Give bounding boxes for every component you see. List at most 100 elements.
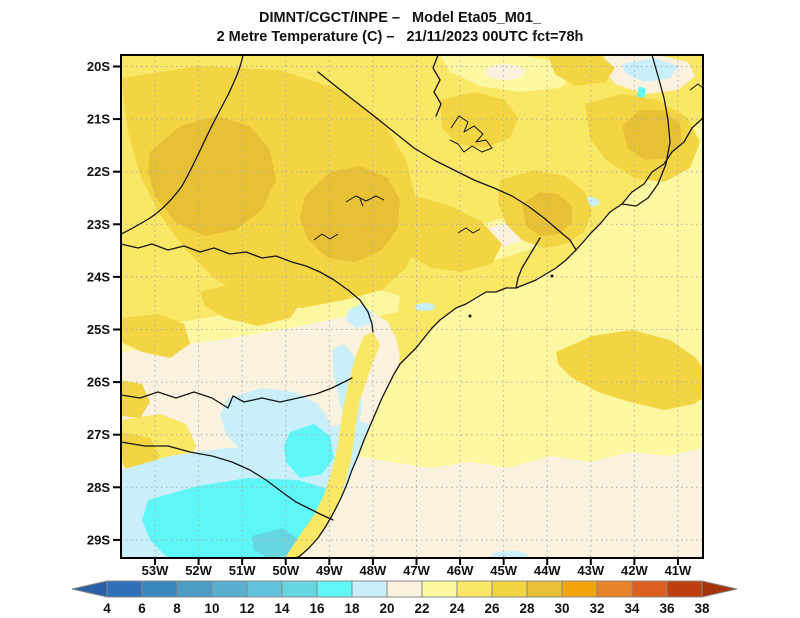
lon-label: 45W: [490, 563, 517, 578]
colorbar-tick-label: 28: [519, 601, 535, 616]
temp-region-22-24-coast: [436, 240, 596, 340]
colorbar-segment-c20_22: [386, 580, 423, 598]
colorbar-tick-label: 12: [239, 601, 254, 616]
lon-label: 41W: [665, 563, 692, 578]
temp-region-26-28-center: [404, 196, 502, 272]
temp-region-24-26-coast-strip: [285, 332, 380, 558]
colorbar-tick-label: 36: [659, 601, 675, 616]
temp-region-28-30-rio-core: [522, 192, 572, 236]
colorbar-tick-label: 6: [138, 601, 146, 616]
ocean-region-22-24: [296, 118, 703, 558]
colorbar-segment-c12_14: [246, 580, 283, 598]
lat-label: 21S: [87, 112, 110, 127]
temp-region-28-30-nw-core1: [148, 116, 276, 236]
lon-label: 53W: [142, 563, 169, 578]
state-borders: [121, 55, 703, 558]
border-mg-sp-rj: [317, 71, 577, 251]
temp-region-28-30-minas-core: [622, 110, 682, 160]
colorbar-arrow-low: [71, 580, 108, 598]
temp-region-14-16-core: [252, 528, 300, 558]
border-top-center: [432, 55, 442, 117]
lon-label: 49W: [316, 563, 343, 578]
lon-label: 42W: [621, 563, 648, 578]
lat-label: 28S: [87, 480, 110, 495]
colorbar-tick-label: 34: [624, 601, 640, 616]
colorbar-tick-label: 14: [274, 601, 290, 616]
lon-label: 46W: [447, 563, 474, 578]
colorbar-tick-label: 18: [344, 601, 360, 616]
colorbar-segment-c34_36: [631, 580, 668, 598]
lat-label: 27S: [87, 427, 110, 442]
border-rj-sp: [515, 237, 541, 289]
border-mg-es: [621, 55, 671, 207]
colorbar-segment-c14_16: [281, 580, 318, 598]
cream-spot-top: [485, 64, 525, 80]
temp-region-26-28-top-center: [548, 55, 615, 86]
lat-label: 29S: [87, 532, 110, 547]
colorbar-segment-c36_38: [666, 580, 703, 598]
lat-label: 25S: [87, 322, 110, 337]
temp-region-26-28-sw3: [121, 380, 150, 418]
colorbar-segment-c26_28: [491, 580, 528, 598]
colorbar-segment-c6_8: [141, 580, 178, 598]
colorbar-tick-label: 20: [379, 601, 394, 616]
temp-region-18-20-curitiba: [346, 304, 372, 328]
temperature-fill-layer: [121, 55, 703, 558]
colorbar: 4 6 8 10 12 14 16 18 20 22 24 26 28 30 32 34 36 38: [71, 580, 738, 616]
lat-label: 22S: [87, 164, 110, 179]
temp-region-26-28-sw1: [200, 282, 300, 326]
colorbar-segment-c4_6: [106, 580, 143, 598]
island-ilhabela: [468, 314, 472, 318]
longitude-labels: 53W 52W 51W 50W 49W 48W 47W 46W 45W 44W 43W 42W 41W: [142, 563, 692, 578]
lon-label: 51W: [229, 563, 256, 578]
colorbar-arrow-high: [701, 580, 738, 598]
colorbar-tick-label: 32: [589, 601, 604, 616]
colorbar-tick-label: 4: [103, 601, 111, 616]
axis-ticks: [113, 65, 679, 565]
colorbar-segment-c10_12: [211, 580, 248, 598]
lon-label: 47W: [403, 563, 430, 578]
title-line-2: 2 Metre Temperature (C) – 21/11/2023 00U…: [217, 29, 584, 45]
lon-label: 44W: [534, 563, 561, 578]
lat-label: 23S: [87, 217, 110, 232]
reservoir-tiete: [345, 195, 385, 207]
colorbar-tick-label: 22: [414, 601, 429, 616]
lon-label: 50W: [272, 563, 299, 578]
lon-label: 48W: [360, 563, 387, 578]
border-sp-pr: [121, 243, 374, 333]
colorbar-segment-c28_30: [526, 580, 563, 598]
reservoir-furnas: [449, 115, 493, 153]
lat-label: 24S: [87, 269, 110, 284]
border-parana-river: [121, 55, 244, 235]
colorbar-tick-label: 10: [204, 601, 219, 616]
lat-label: 26S: [87, 375, 110, 390]
colorbar-segment-c18_20: [351, 580, 388, 598]
temp-region-28-30-nw-core2: [300, 166, 400, 262]
colorbar-tick-label: 8: [173, 601, 181, 616]
map-frame: [120, 54, 704, 559]
temp-region-26-28-furnas: [440, 92, 518, 148]
colorbar-segment-c8_10: [176, 580, 213, 598]
colorbar-segment-c16_18: [316, 580, 353, 598]
ocean-region-20-22: [296, 448, 703, 558]
lon-label: 43W: [577, 563, 604, 578]
temp-region-16-18-serra: [284, 424, 334, 478]
latitude-labels: 20S 21S 22S 23S 24S 25S 26S 27S 28S 29S: [87, 59, 110, 547]
colorbar-tick-label: 24: [449, 601, 465, 616]
ocean-blue-spot: [492, 551, 528, 558]
river-ne: [689, 83, 703, 91]
colorbar-segment-c30_32: [561, 580, 598, 598]
colorbar-tick-label: 38: [694, 601, 710, 616]
colorbar-segment-c32_34: [596, 580, 633, 598]
border-pr-sc: [121, 377, 353, 409]
colorbar-tick-label: 16: [309, 601, 325, 616]
ocean-region-26-28-blob: [556, 330, 703, 410]
reservoir-paranapanema: [313, 233, 339, 241]
lon-label: 52W: [185, 563, 212, 578]
lat-label: 20S: [87, 59, 110, 74]
colorbar-tick-label: 30: [554, 601, 569, 616]
colorbar-segment-c22_24: [421, 580, 458, 598]
cool-streak-ne: [622, 58, 678, 82]
